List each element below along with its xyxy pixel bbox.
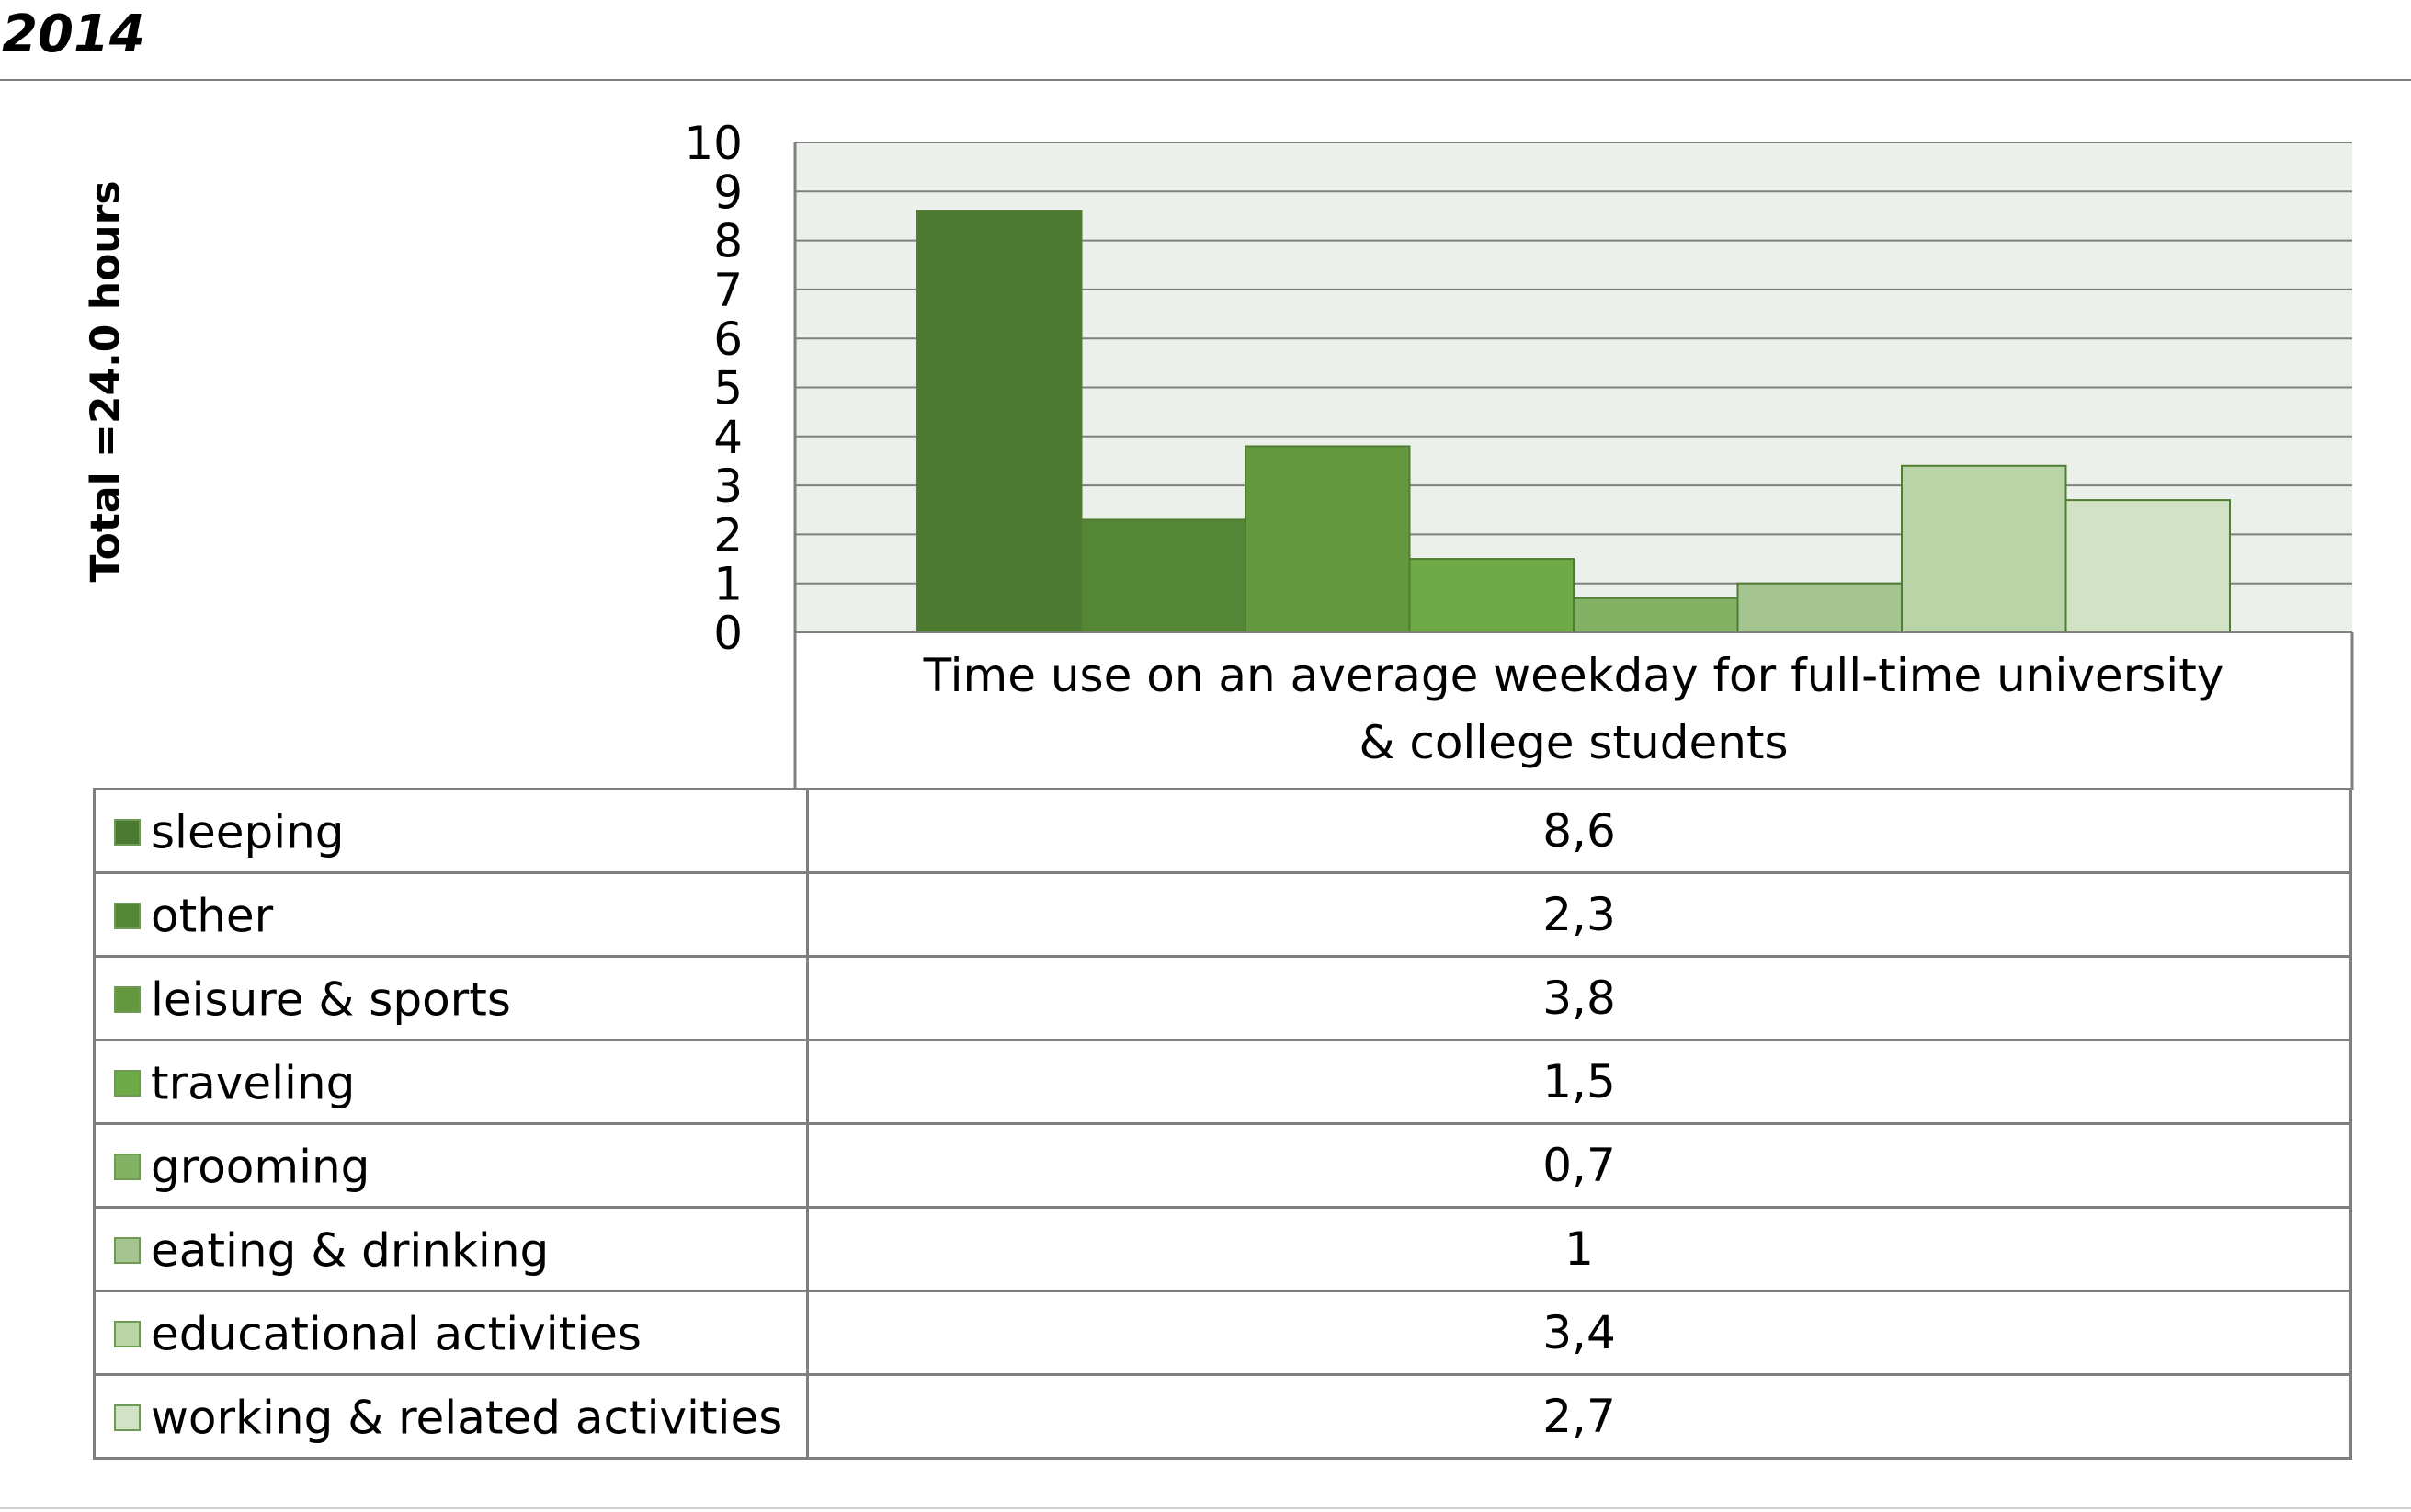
y-tick-label: 10 — [684, 117, 743, 170]
table-row: eating & drinking 1 — [93, 1206, 2352, 1292]
y-tick-label: 0 — [713, 607, 743, 660]
table-row: other 2,3 — [93, 871, 2352, 958]
legend-swatch — [114, 1070, 141, 1097]
value-cell: 0,7 — [806, 1122, 2352, 1209]
top-divider — [0, 79, 2411, 81]
data-table: sleeping 8,6 other 2,3 leisure & sports 3,8 tr… — [93, 788, 2352, 1460]
bar-educational-activities — [1901, 464, 2067, 633]
table-row: sleeping 8,6 — [93, 788, 2352, 874]
table-row: working & related activities 2,7 — [93, 1373, 2352, 1460]
category-label-line-1: Time use on an average weekday for full-… — [923, 649, 2224, 702]
table-row: leisure & sports 3,8 — [93, 955, 2352, 1041]
legend-cell: traveling — [93, 1039, 809, 1125]
legend-cell: sleeping — [93, 788, 809, 874]
legend-cell: working & related activities — [93, 1373, 809, 1460]
series-name: working & related activities — [151, 1391, 783, 1445]
legend-swatch — [114, 986, 141, 1014]
legend-cell: educational activities — [93, 1290, 809, 1376]
chart-year-title: 2014 — [2, 5, 145, 64]
legend-swatch — [114, 1321, 141, 1348]
legend-swatch — [114, 819, 141, 847]
value-cell: 1 — [806, 1206, 2352, 1292]
value-cell: 8,6 — [806, 788, 2352, 874]
series-name: leisure & sports — [151, 972, 511, 1027]
bar-eating-drinking — [1736, 582, 1903, 634]
value-cell: 2,3 — [806, 871, 2352, 958]
series-name: other — [151, 889, 274, 943]
series-name: grooming — [151, 1140, 370, 1194]
table-row: grooming 0,7 — [93, 1122, 2352, 1209]
value-cell: 1,5 — [806, 1039, 2352, 1125]
value-cell: 3,4 — [806, 1290, 2352, 1376]
legend-swatch — [114, 1154, 141, 1181]
series-name: traveling — [151, 1056, 356, 1110]
y-tick-label: 5 — [713, 362, 743, 415]
table-row: traveling 1,5 — [93, 1039, 2352, 1125]
table-row: educational activities 3,4 — [93, 1290, 2352, 1376]
bar-traveling — [1408, 558, 1575, 633]
legend-cell: grooming — [93, 1122, 809, 1209]
y-tick-label: 2 — [713, 508, 743, 562]
bars — [916, 210, 2231, 634]
legend-cell: eating & drinking — [93, 1206, 809, 1292]
y-tick-label: 8 — [713, 215, 743, 268]
legend-cell: other — [93, 871, 809, 958]
bar-sleeping — [916, 210, 1083, 633]
category-label-line-2: & college students — [1359, 716, 1788, 769]
bar-leisure-sports — [1245, 445, 1411, 633]
y-tick-label: 1 — [713, 558, 743, 611]
bar-working-related-activities — [2064, 499, 2231, 634]
legend-swatch — [114, 1404, 141, 1432]
y-tick-label: 3 — [713, 460, 743, 513]
y-tick-label: 4 — [713, 411, 743, 464]
bottom-divider — [0, 1507, 2411, 1509]
y-tick-label: 9 — [713, 165, 743, 219]
series-name: sleeping — [151, 805, 345, 859]
series-name: eating & drinking — [151, 1223, 550, 1278]
value-cell: 3,8 — [806, 955, 2352, 1041]
y-tick-label: 7 — [713, 264, 743, 317]
value-cell: 2,7 — [806, 1373, 2352, 1460]
y-tick-label: 6 — [713, 313, 743, 366]
y-axis-label: Total =24.0 hours — [82, 180, 130, 583]
series-name: educational activities — [151, 1307, 642, 1361]
legend-swatch — [114, 903, 141, 930]
legend-cell: leisure & sports — [93, 955, 809, 1041]
bar-other — [1080, 518, 1246, 633]
bar-grooming — [1573, 597, 1739, 634]
legend-swatch — [114, 1237, 141, 1265]
